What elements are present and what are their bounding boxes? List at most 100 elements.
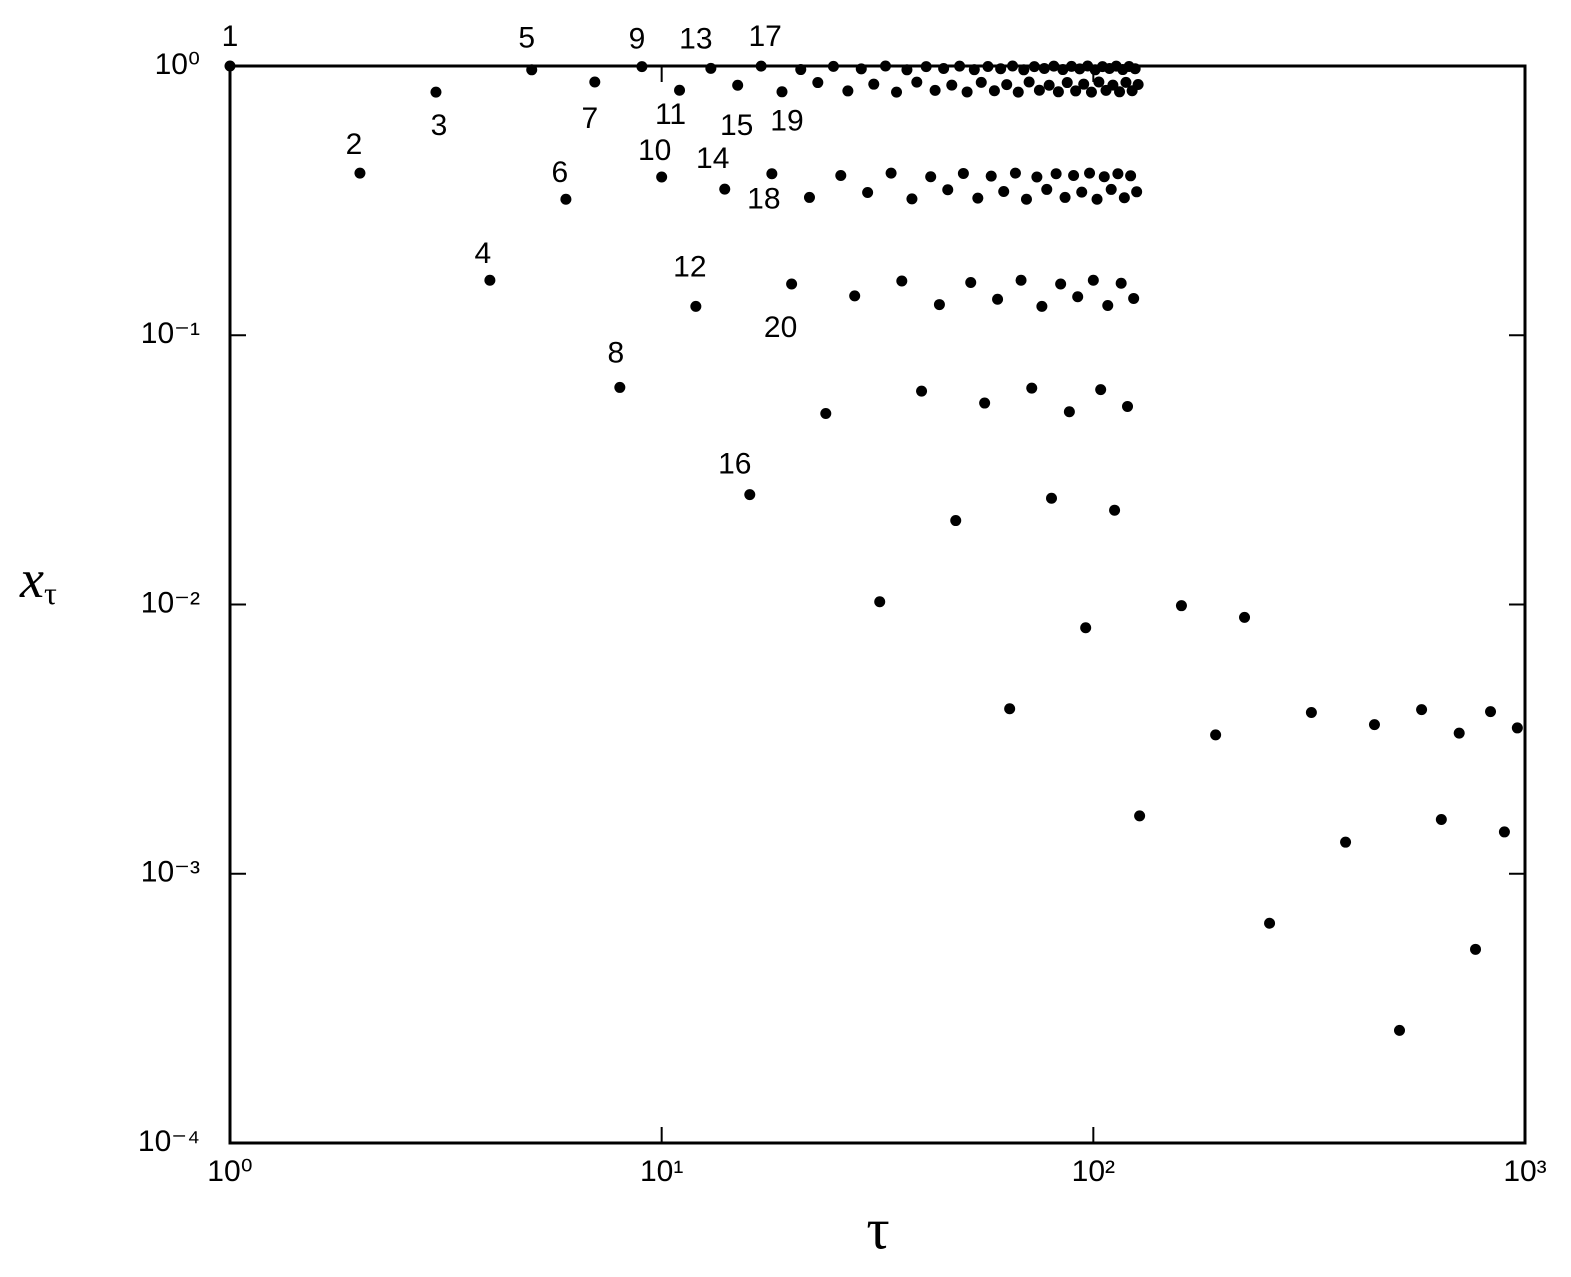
point	[1175, 600, 1187, 612]
point	[957, 167, 969, 179]
point	[842, 85, 854, 97]
point	[1023, 76, 1035, 88]
point	[1485, 706, 1497, 718]
point	[589, 76, 601, 88]
point	[1368, 719, 1380, 731]
point	[732, 79, 744, 91]
point	[1498, 826, 1510, 838]
point	[776, 86, 788, 98]
point	[925, 171, 937, 183]
point-label: 3	[431, 109, 448, 142]
point	[995, 63, 1007, 75]
point-label: 4	[475, 237, 492, 270]
point	[938, 62, 950, 74]
point	[786, 278, 798, 290]
point	[690, 300, 702, 312]
point	[744, 489, 756, 501]
point-label: 11	[655, 98, 686, 131]
point	[1107, 79, 1119, 91]
point	[1114, 86, 1126, 98]
point	[1033, 84, 1045, 96]
point	[1055, 278, 1067, 290]
point	[827, 60, 839, 72]
point	[1070, 85, 1082, 97]
point	[901, 64, 913, 76]
point	[1059, 191, 1071, 203]
point	[891, 86, 903, 98]
point-label: 1	[222, 20, 239, 53]
point	[719, 183, 731, 195]
point	[1041, 183, 1053, 195]
point	[1120, 76, 1132, 88]
point	[1131, 186, 1143, 198]
point	[1057, 64, 1069, 76]
x-tick-label: 10¹	[640, 1155, 683, 1188]
point	[812, 77, 824, 89]
point	[1015, 274, 1027, 286]
point	[1102, 299, 1114, 311]
point	[1078, 78, 1090, 90]
point	[1084, 167, 1096, 179]
point	[849, 290, 861, 302]
y-axis-label: xτ	[19, 549, 57, 611]
point-label: 9	[629, 23, 646, 56]
point	[942, 184, 954, 196]
point	[795, 64, 807, 76]
point	[1046, 492, 1058, 504]
point	[896, 275, 908, 287]
point	[835, 170, 847, 182]
point	[1009, 167, 1021, 179]
point	[988, 85, 1000, 97]
point	[705, 62, 717, 74]
point	[1134, 810, 1146, 822]
point	[224, 60, 236, 72]
point	[911, 76, 923, 88]
point	[1115, 277, 1127, 289]
point	[979, 397, 991, 409]
x-tick-label: 10³	[1503, 1155, 1546, 1188]
point	[1095, 384, 1107, 396]
point	[1132, 78, 1144, 90]
point	[998, 185, 1010, 197]
point	[656, 171, 668, 183]
point	[766, 168, 778, 180]
point	[1080, 622, 1092, 634]
point	[1129, 63, 1141, 75]
point	[1076, 186, 1088, 198]
point-label: 10	[638, 134, 671, 167]
point	[1128, 292, 1140, 304]
point	[1018, 64, 1030, 76]
point	[992, 293, 1004, 305]
y-axis-label-base: x	[19, 549, 44, 609]
point	[1264, 917, 1276, 929]
point	[1091, 193, 1103, 205]
point	[1031, 171, 1043, 183]
point	[1098, 171, 1110, 183]
point	[1052, 86, 1064, 98]
point	[961, 86, 973, 98]
point	[1416, 704, 1428, 716]
point	[1072, 291, 1084, 303]
point	[972, 192, 984, 204]
point	[855, 63, 867, 75]
x-axis-label: τ	[866, 1196, 889, 1261]
point	[862, 186, 874, 198]
y-tick-label: 10⁰	[155, 48, 200, 81]
point	[1004, 703, 1016, 715]
y-tick-label: 10⁻³	[141, 856, 200, 889]
point-label: 8	[607, 336, 624, 369]
point	[1026, 382, 1038, 394]
point	[929, 84, 941, 96]
point	[755, 60, 767, 72]
point	[1012, 86, 1024, 98]
point	[906, 193, 918, 205]
point	[868, 78, 880, 90]
point	[1105, 183, 1117, 195]
point-label: 17	[748, 20, 781, 53]
point	[1340, 836, 1352, 848]
point-label: 2	[346, 128, 363, 161]
point	[1063, 406, 1075, 418]
point	[1122, 400, 1134, 412]
point-label: 14	[696, 142, 729, 175]
